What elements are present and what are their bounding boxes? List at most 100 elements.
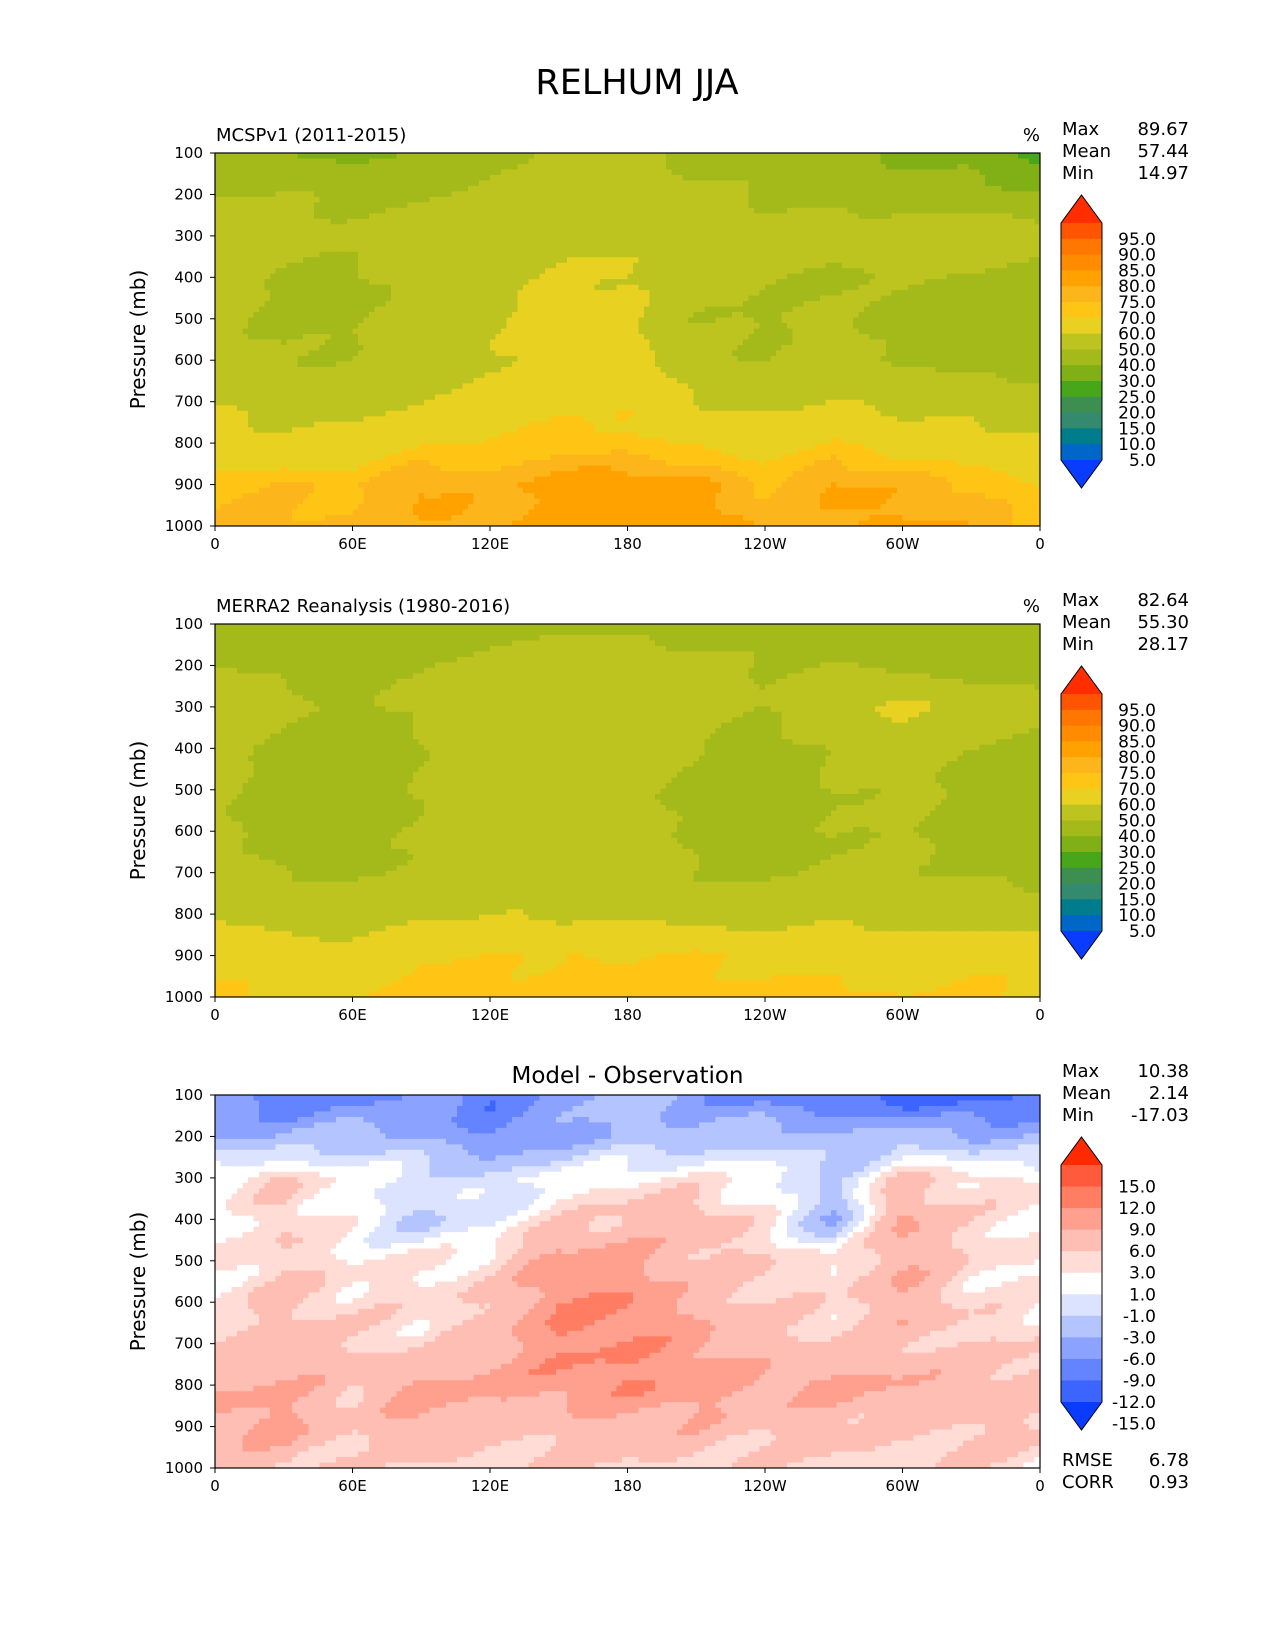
panel-title: Model - Observation [511,1063,743,1089]
colorbar-level-label: 3.0 [1129,1264,1156,1284]
stat-label-mean: Mean [1062,1083,1111,1104]
colorbar-swatch [1061,428,1102,445]
colorbar-level-label: -1.0 [1123,1307,1156,1327]
colorbar: 95.090.085.080.075.070.060.050.040.030.0… [1060,665,1156,960]
colorbar-extend-min [1061,460,1102,488]
stat-value-min: 28.17 [1137,634,1189,655]
colorbar-swatch [1061,238,1102,256]
colorbar-swatch [1061,302,1102,319]
stat-label-min: Min [1062,163,1094,184]
colorbar-swatch [1061,694,1102,711]
colorbar-level-label: 25.0 [1118,859,1156,879]
colorbar-swatch [1061,349,1102,366]
x-tick-label: 120W [743,1006,787,1024]
colorbar-swatch [1061,1251,1102,1274]
field-2 [215,624,1040,997]
y-tick-label: 700 [174,1335,203,1353]
stat-label-rmse: RMSE [1062,1450,1113,1471]
colorbar-level-label: 1.0 [1129,1285,1156,1305]
y-tick-label: 900 [174,947,203,965]
colorbar-level-label: 15.0 [1118,890,1156,910]
panel-2: 100 200 300 400 500 600 700 800 900 1000 0 60E 120E 1… [126,590,1189,1024]
colorbar-swatch [1061,820,1102,837]
colorbar-swatch [1061,836,1102,853]
colorbar-level-label: 95.0 [1118,230,1156,250]
colorbar-level-label: 85.0 [1118,732,1156,752]
stat-value-corr: 0.93 [1149,1472,1189,1493]
colorbar-level-label: 20.0 [1118,875,1156,895]
colorbar-swatch [1061,286,1102,303]
panel-title: MERRA2 Reanalysis (1980-2016) [216,596,510,617]
y-tick-label: 300 [174,1169,203,1187]
stat-label-mean: Mean [1062,141,1111,162]
colorbar-swatch [1061,317,1102,335]
colorbar-level-label: 5.0 [1129,922,1156,942]
colorbar-extend-min [1061,931,1102,959]
x-tick-label: 180 [613,1477,642,1495]
y-tick-label: 600 [174,351,203,369]
stat-value-max: 10.38 [1137,1061,1189,1082]
y-tick-label: 600 [174,1293,203,1311]
y-tick-label: 200 [174,656,203,674]
x-tick-label: 120E [471,535,509,553]
colorbar-level-label: 5.0 [1129,451,1156,471]
x-tick-label: 60W [886,535,920,553]
colorbar-level-label: 10.0 [1118,435,1156,455]
y-tick-label: 1000 [165,1459,203,1477]
panel-3: 100 200 300 400 500 600 700 800 900 1000 0 60E 120E 1… [126,1061,1189,1495]
colorbar-level-label: 40.0 [1118,356,1156,376]
colorbar-level-label: 20.0 [1118,404,1156,424]
y-tick-label: 800 [174,1376,203,1394]
y-tick-label: 500 [174,310,203,328]
colorbar-level-label: 6.0 [1129,1242,1156,1262]
panel-1: 100 200 300 400 500 600 700 800 900 1000 0 60E 120E 1… [126,119,1189,553]
stat-label-corr: CORR [1062,1472,1114,1493]
colorbar-extend-max [1061,1137,1102,1165]
stat-value-mean: 55.30 [1137,612,1189,633]
x-tick-label: 120W [743,535,787,553]
y-tick-label: 400 [174,739,203,757]
colorbar: 15.012.09.06.03.01.0-1.0-3.0-6.0-9.0-12.… [1060,1136,1156,1435]
colorbar-level-label: 70.0 [1118,780,1156,800]
colorbar-level-label: -9.0 [1123,1371,1156,1391]
y-axis-label: Pressure (mb) [126,1212,150,1352]
y-tick-label: 300 [174,698,203,716]
colorbar-swatch [1061,444,1102,461]
x-tick-label: 120E [471,1477,509,1495]
colorbar-level-label: 25.0 [1118,388,1156,408]
colorbar-swatch [1061,223,1102,240]
colorbar-level-label: -3.0 [1123,1328,1156,1348]
y-tick-label: 700 [174,864,203,882]
colorbar-swatch [1061,333,1102,350]
stat-label-max: Max [1062,590,1100,611]
colorbar-outline [1060,194,1103,489]
field-3 [215,1095,1040,1468]
y-tick-label: 100 [174,144,203,162]
stat-value-rmse: 6.78 [1149,1450,1189,1471]
stat-value-min: 14.97 [1137,163,1189,184]
y-tick-label: 800 [174,905,203,923]
colorbar-swatch [1061,804,1102,821]
y-tick-label: 1000 [165,517,203,535]
stat-label-min: Min [1062,1105,1094,1126]
stat-label-mean: Mean [1062,612,1111,633]
x-tick-label: 180 [613,1006,642,1024]
y-tick-label: 700 [174,393,203,411]
colorbar-outline [1060,1136,1103,1431]
y-tick-label: 100 [174,1086,203,1104]
y-tick-label: 500 [174,1252,203,1270]
colorbar-level-label: 80.0 [1118,277,1156,297]
colorbar-level-label: 90.0 [1118,246,1156,266]
x-tick-label: 0 [1035,1006,1045,1024]
colorbar-swatch [1061,1208,1102,1231]
stat-label-max: Max [1062,119,1100,140]
x-tick-label: 0 [1035,535,1045,553]
colorbar-swatch [1061,725,1102,742]
stat-value-max: 89.67 [1137,119,1189,140]
colorbar-swatch [1061,1229,1102,1252]
colorbar-swatch [1061,757,1102,774]
colorbar-extend-min [1061,1402,1102,1430]
colorbar-level-label: 90.0 [1118,717,1156,737]
y-tick-label: 100 [174,615,203,633]
colorbar-level-label: 12.0 [1118,1199,1156,1219]
